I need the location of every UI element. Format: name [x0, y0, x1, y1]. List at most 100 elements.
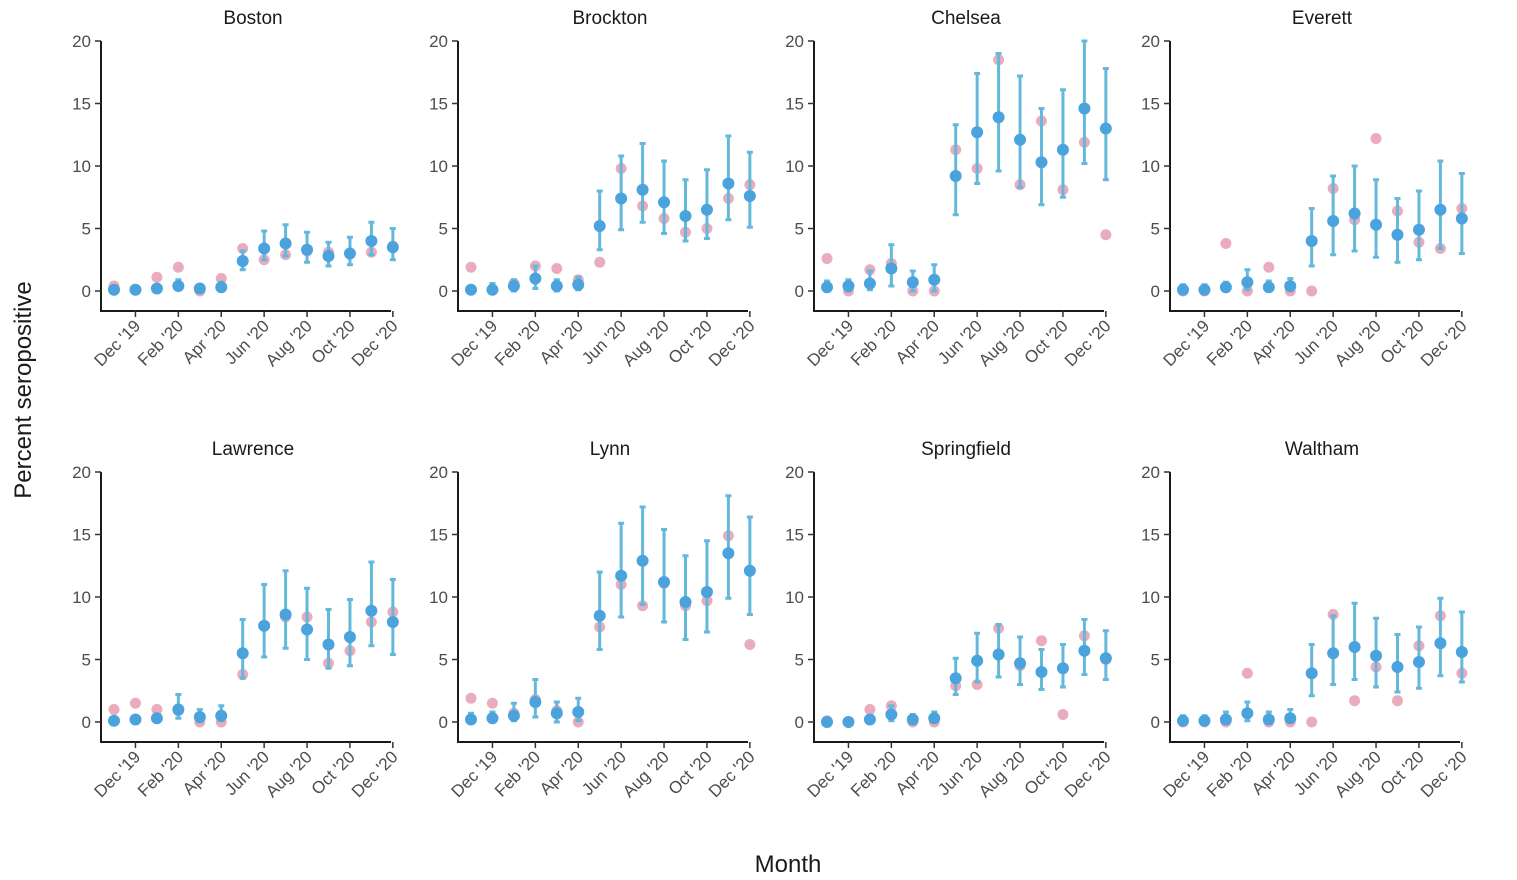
estimate-point: [1262, 281, 1275, 294]
estimate-point: [343, 247, 356, 260]
y-tick-label: 5: [1151, 651, 1160, 670]
estimate-point: [700, 203, 713, 216]
estimate-point: [1177, 714, 1189, 727]
x-tick-label: Aug '20: [619, 316, 673, 370]
panel-title-lawrence: Lawrence: [212, 439, 294, 460]
y-tick-label: 10: [1141, 157, 1160, 176]
estimate-point: [1455, 646, 1468, 658]
estimate-point: [1241, 276, 1254, 289]
estimate-point: [1014, 657, 1027, 670]
y-tick-label: 0: [795, 282, 804, 301]
estimate-point: [129, 283, 142, 296]
panel-title-springfield: Springfield: [921, 439, 1011, 460]
estimate-point: [885, 708, 898, 721]
estimate-point: [1198, 283, 1211, 296]
x-tick-label: Dec '19: [447, 316, 501, 370]
estimate-point: [486, 712, 499, 725]
raw-point: [108, 704, 120, 715]
estimate-point: [1219, 281, 1232, 294]
estimate-point: [572, 706, 585, 718]
estimate-point: [1284, 280, 1297, 292]
y-tick-label: 20: [429, 32, 448, 51]
x-tick-label: Aug '20: [1331, 316, 1385, 370]
x-tick-label: Aug '20: [262, 316, 316, 370]
y-tick-label: 15: [1141, 95, 1160, 114]
raw-point: [1370, 133, 1382, 144]
y-tick-label: 0: [439, 713, 448, 732]
estimate-point: [1284, 712, 1297, 725]
y-tick-label: 20: [785, 32, 804, 51]
estimate-point: [129, 713, 142, 726]
raw-point: [129, 697, 141, 709]
estimate-point: [842, 280, 855, 292]
x-tick-label: Apr '20: [179, 316, 230, 367]
estimate-point: [615, 569, 628, 582]
estimate-point: [821, 281, 833, 294]
panel-title-everett: Everett: [1292, 8, 1353, 29]
x-tick-label: Feb '20: [847, 747, 900, 800]
estimate-point: [529, 272, 542, 285]
x-tick-label: Feb '20: [1203, 747, 1256, 800]
x-tick-label: Feb '20: [134, 316, 187, 369]
x-tick-label: Apr '20: [892, 747, 943, 798]
estimate-point: [593, 220, 606, 232]
estimate-point: [465, 283, 477, 296]
estimate-point: [572, 278, 585, 291]
estimate-point: [215, 709, 228, 722]
y-tick-label: 0: [1151, 713, 1160, 732]
y-tick-label: 0: [82, 713, 91, 732]
estimate-point: [386, 616, 399, 628]
raw-point: [151, 704, 163, 715]
x-tick-label: Dec '19: [1159, 316, 1213, 370]
estimate-point: [743, 564, 756, 577]
estimate-point: [1434, 637, 1447, 650]
x-tick-label: Apr '20: [536, 316, 587, 367]
y-tick-label: 0: [795, 713, 804, 732]
estimate-point: [108, 283, 120, 296]
x-tick-label: Dec '19: [803, 747, 857, 801]
estimate-point: [150, 712, 163, 725]
estimate-point: [636, 554, 649, 567]
x-tick-label: Dec '20: [1061, 747, 1115, 801]
raw-point: [1392, 695, 1403, 707]
x-tick-label: Dec '20: [1061, 316, 1115, 370]
y-tick-label: 5: [1151, 220, 1160, 239]
estimate-point: [722, 547, 735, 560]
y-tick-label: 0: [82, 282, 91, 301]
raw-point: [1306, 716, 1318, 728]
raw-point: [1263, 261, 1275, 273]
y-tick-label: 20: [429, 463, 448, 482]
estimate-point: [679, 596, 692, 608]
estimate-point: [1434, 203, 1447, 216]
x-tick-label: Dec '19: [90, 316, 144, 370]
estimate-point: [1099, 652, 1112, 665]
estimate-point: [821, 716, 833, 728]
x-tick-label: Dec '20: [1417, 747, 1471, 801]
estimate-point: [906, 276, 919, 289]
x-tick-label: Feb '20: [1203, 316, 1256, 369]
estimate-point: [1455, 212, 1468, 225]
x-tick-label: Dec '20: [705, 316, 759, 370]
y-tick-label: 15: [72, 95, 91, 114]
estimate-point: [1198, 714, 1211, 727]
estimate-point: [1327, 647, 1340, 660]
x-axis-title: Month: [755, 851, 822, 878]
x-tick-label: Apr '20: [179, 747, 230, 798]
x-tick-label: Feb '20: [134, 747, 187, 800]
x-tick-label: Apr '20: [536, 747, 587, 798]
estimate-point: [1056, 662, 1069, 675]
x-tick-label: Dec '19: [90, 747, 144, 801]
y-tick-label: 5: [439, 220, 448, 239]
estimate-point: [343, 631, 356, 643]
raw-point: [1349, 695, 1361, 707]
raw-point: [486, 697, 498, 709]
x-tick-label: Feb '20: [491, 316, 544, 369]
estimate-point: [1370, 218, 1383, 231]
estimate-point: [885, 262, 898, 275]
y-tick-label: 10: [429, 157, 448, 176]
